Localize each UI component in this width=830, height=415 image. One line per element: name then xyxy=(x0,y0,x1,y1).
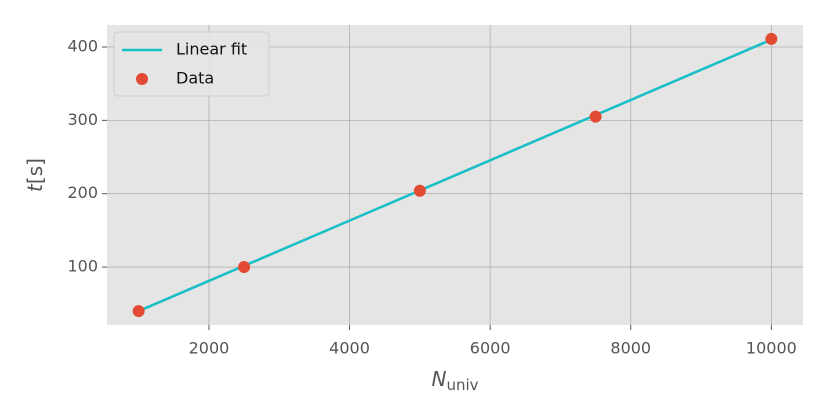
x-tick-label: 10000 xyxy=(746,339,797,358)
x-label-subscript: univ xyxy=(446,376,478,394)
y-tick-label: 100 xyxy=(67,257,98,276)
grid: 2000 4000 6000 8000 10000 100 200 300 400 xyxy=(67,25,803,358)
x-axis-label: Nuniv xyxy=(431,367,478,394)
y-tick-label: 300 xyxy=(67,110,98,129)
legend: Linear fit Data xyxy=(113,31,270,97)
data-point xyxy=(132,305,145,318)
y-tick-label: 400 xyxy=(67,37,98,56)
data-point xyxy=(238,261,251,274)
x-label-symbol: N xyxy=(431,367,446,391)
x-tick-label: 6000 xyxy=(470,339,511,358)
marks xyxy=(132,32,778,318)
legend-label: Linear fit xyxy=(176,40,247,59)
x-tick-label: 2000 xyxy=(189,339,230,358)
data-point xyxy=(589,110,602,123)
x-tick-label: 8000 xyxy=(610,339,651,358)
legend-box xyxy=(113,31,270,97)
y-axis-label: t[s] xyxy=(23,158,47,192)
y-tick-label: 200 xyxy=(67,183,98,202)
legend-label: Data xyxy=(176,69,214,88)
data-point xyxy=(413,184,426,197)
legend-marker xyxy=(136,73,148,85)
y-label-unit: [s] xyxy=(23,158,47,184)
x-tick-label: 4000 xyxy=(329,339,370,358)
y-label-symbol: t xyxy=(23,183,47,192)
data-point xyxy=(765,32,778,45)
